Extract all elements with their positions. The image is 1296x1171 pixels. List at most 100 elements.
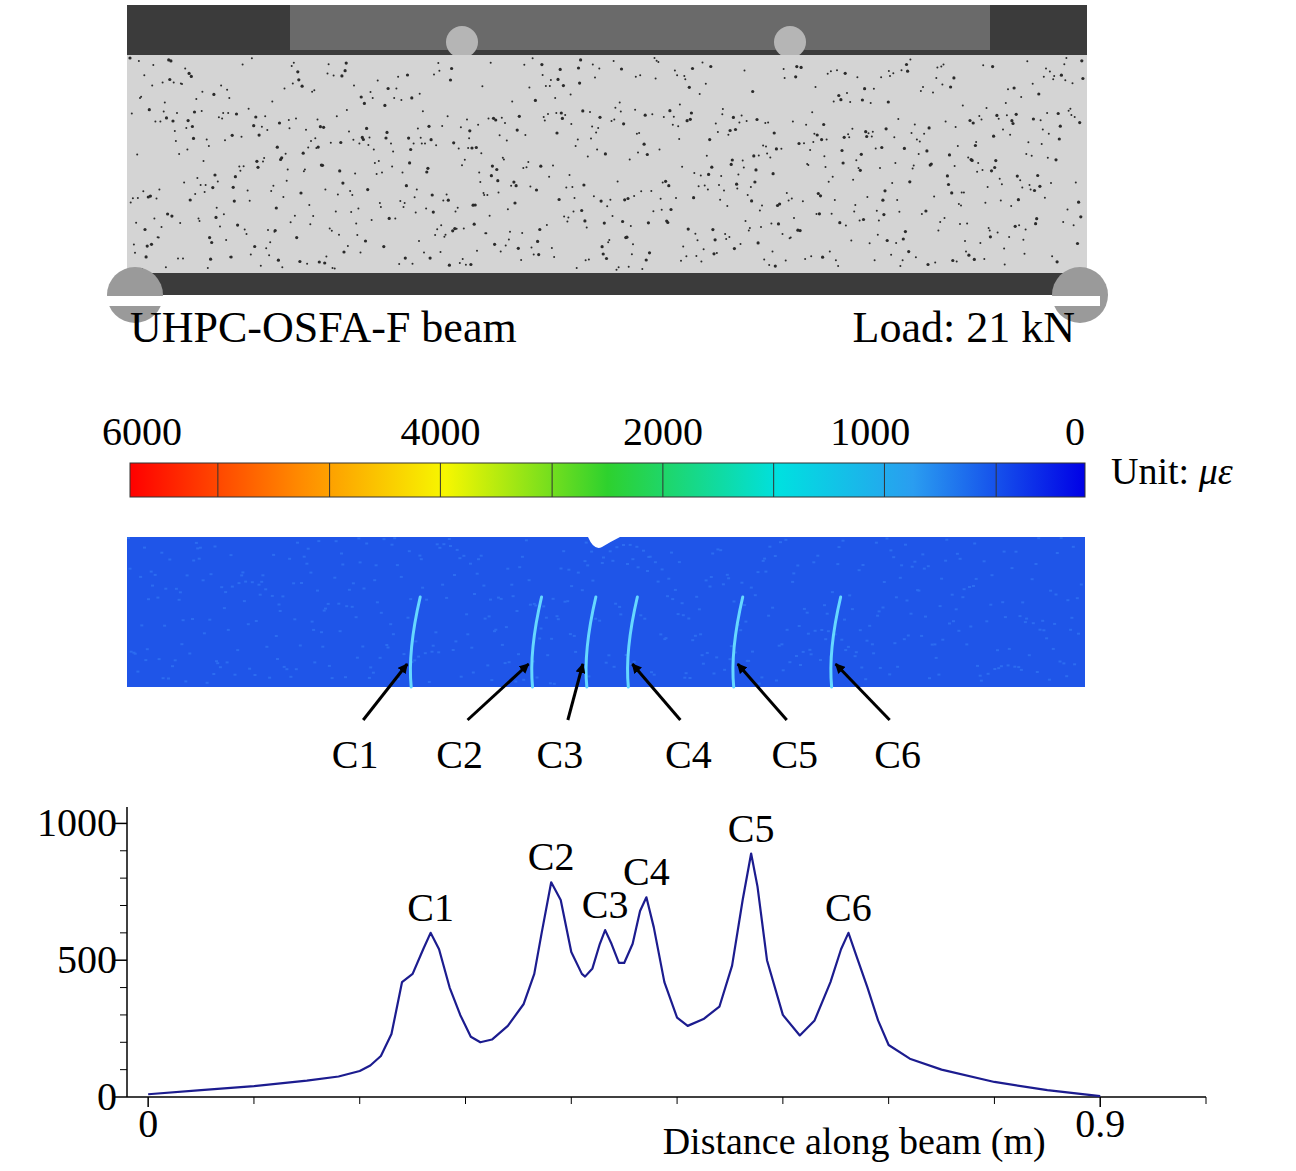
speckle (788, 200, 790, 202)
speckle (1051, 255, 1053, 257)
speckle (523, 64, 525, 66)
speckle (967, 254, 970, 257)
speckle (382, 245, 385, 248)
speckle (200, 184, 202, 186)
speckle (722, 108, 724, 110)
speckle (361, 136, 364, 139)
field-texture (674, 589, 677, 591)
field-texture (744, 621, 747, 623)
field-texture (458, 557, 461, 559)
speckle (855, 159, 857, 161)
speckle (328, 63, 330, 65)
field-texture (151, 585, 154, 587)
speckle (726, 205, 728, 207)
crack (733, 597, 743, 687)
speckle (655, 78, 657, 80)
speckle (157, 236, 159, 238)
field-texture (351, 606, 354, 608)
speckle (311, 91, 313, 93)
field-texture (705, 579, 708, 581)
speckle (504, 122, 506, 124)
speckle (609, 199, 611, 201)
peak-label: C5 (728, 806, 775, 851)
speckle (436, 228, 438, 230)
speckle (208, 145, 210, 147)
speckle (148, 108, 151, 111)
field-texture (337, 603, 340, 605)
speckle (203, 160, 205, 162)
field-texture (933, 643, 936, 645)
speckle (601, 245, 604, 248)
speckle (901, 69, 903, 71)
speckle (543, 116, 545, 118)
field-texture (147, 598, 150, 600)
field-texture (866, 640, 869, 642)
field-texture (562, 550, 565, 552)
speckle (1079, 215, 1082, 218)
speckle (364, 239, 367, 242)
field-texture (763, 558, 766, 560)
field-texture (1070, 617, 1073, 619)
speckle (984, 202, 986, 204)
field-texture (973, 543, 976, 545)
field-texture (983, 560, 986, 562)
speckle (974, 144, 977, 147)
field-texture (259, 594, 262, 596)
field-texture (1008, 648, 1011, 650)
speckle (415, 212, 417, 214)
speckle (310, 140, 312, 142)
speckle (825, 166, 827, 168)
speckle (424, 143, 426, 145)
speckle (441, 125, 443, 127)
field-texture (400, 576, 403, 578)
speckle (753, 180, 756, 183)
field-texture (143, 547, 146, 549)
field-texture (823, 604, 826, 606)
field-texture (1015, 551, 1018, 553)
field-texture (279, 610, 282, 612)
field-texture (1011, 567, 1014, 569)
speckle (1048, 133, 1050, 135)
speckle (206, 139, 208, 141)
field-texture (380, 612, 383, 614)
field-texture (778, 645, 781, 647)
field-texture (764, 571, 767, 573)
speckle (465, 264, 467, 266)
speckle (193, 110, 196, 113)
field-texture (379, 657, 382, 659)
speckle (542, 74, 544, 76)
field-texture (295, 668, 298, 670)
speckle (604, 152, 607, 155)
crack-label: C4 (665, 732, 712, 777)
speckle (162, 81, 164, 83)
field-texture (564, 601, 567, 603)
peak-label: C3 (582, 882, 629, 927)
speckle (472, 204, 475, 207)
speckle (822, 123, 825, 126)
speckle (133, 244, 135, 246)
speckle (570, 93, 572, 95)
speckle (443, 236, 445, 238)
unit-part: Unit: (1111, 450, 1189, 492)
field-texture (993, 668, 996, 670)
field-texture (557, 618, 560, 620)
speckle (413, 143, 415, 145)
x-minor-tick (782, 1097, 783, 1104)
field-texture (862, 564, 865, 566)
field-texture (614, 603, 617, 605)
field-texture (945, 539, 948, 541)
speckle (695, 255, 697, 257)
speckle (1078, 121, 1081, 124)
field-texture (791, 581, 794, 583)
speckle (903, 147, 906, 150)
speckle (128, 56, 131, 59)
speckle (1064, 79, 1066, 81)
speckle (298, 260, 301, 263)
field-texture (570, 585, 573, 587)
speckle (499, 134, 501, 136)
speckle (784, 77, 786, 79)
speckle (654, 57, 656, 59)
field-texture (424, 652, 427, 654)
speckle (404, 202, 406, 204)
speckle (331, 230, 333, 232)
